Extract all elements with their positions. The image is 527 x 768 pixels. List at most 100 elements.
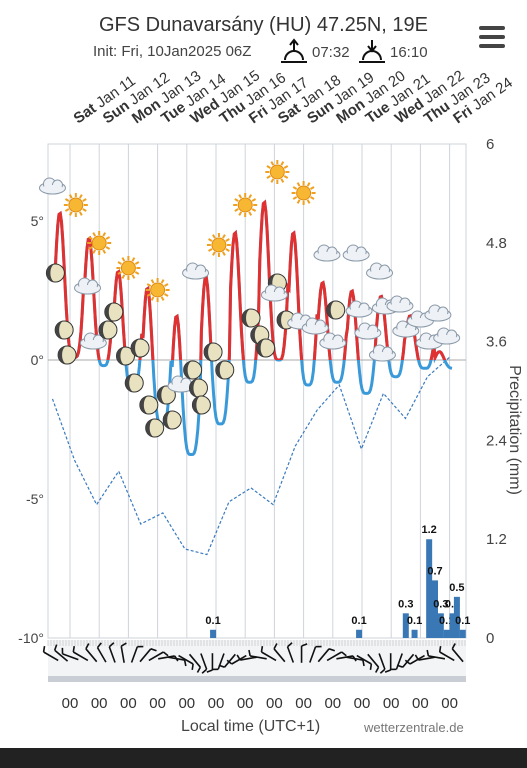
time-tick-label: 00 xyxy=(412,695,429,712)
precip-label: 1.2 xyxy=(422,524,437,536)
moon-icon xyxy=(326,300,346,320)
wind-barb xyxy=(62,653,79,661)
chart-subtitle: Init: Fri, 10Jan2025 06Z xyxy=(93,43,251,60)
wind-barb-feather xyxy=(96,642,102,649)
hamburger-menu-icon[interactable] xyxy=(479,26,505,48)
weather-icons xyxy=(38,160,461,438)
wind-barb-feather xyxy=(426,649,430,657)
cloud-icon xyxy=(79,332,107,350)
wind-barb xyxy=(158,655,175,660)
wind-strip-base xyxy=(48,676,466,682)
dew-point-line xyxy=(51,356,450,556)
time-tick-label: 00 xyxy=(120,695,137,712)
wind-barb xyxy=(96,647,107,663)
precip-label: 0.1 xyxy=(205,615,220,627)
wind-barb xyxy=(367,653,380,668)
wind-barb xyxy=(346,656,364,661)
temp-tick-label: 5° xyxy=(31,213,44,229)
wind-barb-feather xyxy=(273,643,278,650)
wind-barb-feather xyxy=(369,663,373,671)
time-tick-label: 00 xyxy=(208,695,225,712)
sun-icon xyxy=(233,193,258,217)
wind-strip xyxy=(48,640,466,680)
sun-icon xyxy=(291,181,316,205)
moon-icon xyxy=(183,360,203,380)
sun-icon xyxy=(63,193,88,217)
precip-tick-label: 6 xyxy=(486,136,494,153)
wind-barb-feather xyxy=(236,654,241,661)
precipitation-series: 0.1 0.10.30.11.20.70.30.10.30.50.1 xyxy=(205,524,470,638)
sun-icon xyxy=(87,231,112,255)
precip-bar xyxy=(356,629,363,638)
moon-icon xyxy=(57,345,77,365)
wind-barb xyxy=(178,654,194,665)
precip-label: 0.7 xyxy=(427,565,442,577)
wind-barb xyxy=(402,653,415,668)
cloud-icon xyxy=(433,327,461,345)
wind-barb xyxy=(336,655,354,660)
cloud-icon xyxy=(392,320,420,338)
time-tick-label: 00 xyxy=(266,695,283,712)
precip-bar xyxy=(453,596,460,638)
moon-icon xyxy=(54,320,74,340)
wind-barb xyxy=(139,648,152,663)
wind-barb-feather xyxy=(108,642,115,648)
wind-barb xyxy=(148,651,164,662)
wind-barb-feather xyxy=(287,642,293,648)
wind-barb xyxy=(309,646,317,663)
wind-barb xyxy=(223,653,236,668)
wind-barb xyxy=(261,651,277,662)
time-tick-label: 00 xyxy=(441,695,458,712)
wind-barb-feather xyxy=(183,659,187,667)
wind-barbs xyxy=(42,640,466,682)
moon-icon xyxy=(156,385,176,405)
wind-barb xyxy=(167,656,185,661)
moon-icon xyxy=(203,342,223,362)
cloud-icon xyxy=(74,277,102,295)
precip-bar xyxy=(459,629,466,638)
wind-barb-feather xyxy=(191,663,194,671)
cloud-icon xyxy=(182,262,210,280)
precip-bar xyxy=(443,629,450,638)
wind-barb-feather xyxy=(379,668,386,674)
wind-barb xyxy=(85,648,98,663)
wind-barb-feather xyxy=(260,645,264,653)
cloud-icon xyxy=(368,344,396,362)
precip-label: 0.1 xyxy=(407,615,422,627)
wind-barb xyxy=(240,656,257,661)
chart-grid xyxy=(47,143,467,639)
credit-link[interactable]: wetterzentrale.de xyxy=(364,720,464,735)
sunrise-time: 07:32 xyxy=(312,44,350,61)
wind-barb xyxy=(356,654,372,665)
wind-barb-feather xyxy=(362,659,365,667)
wind-barb xyxy=(286,646,295,663)
precip-tick-label: 1.2 xyxy=(486,531,507,548)
time-tick-label: 00 xyxy=(383,695,400,712)
cloud-icon xyxy=(301,317,329,335)
wind-barb-feather xyxy=(72,645,76,653)
dew-point-series xyxy=(51,356,450,556)
time-tick-label: 00 xyxy=(62,695,79,712)
wind-barb xyxy=(428,655,446,660)
wind-barb-feather xyxy=(218,664,225,668)
precip-bar xyxy=(449,613,456,638)
precip-bar xyxy=(426,539,433,638)
temperature-series xyxy=(53,199,453,456)
sun-icon xyxy=(265,160,290,184)
time-tick-label: 00 xyxy=(178,695,195,712)
precipitation-axis: 6 4.8 3.6 2.4 1.2 0 Precipitation (mm) xyxy=(486,136,523,647)
time-tick-label: 00 xyxy=(324,695,341,712)
temp-tick-label: -10° xyxy=(18,630,44,646)
precip-bar xyxy=(432,580,438,638)
wind-barb xyxy=(108,646,116,663)
moon-icon xyxy=(45,263,65,283)
wind-barb xyxy=(217,653,225,670)
wind-barb-feather xyxy=(53,644,58,651)
moon-icon xyxy=(256,338,276,358)
moon-icon xyxy=(104,302,124,322)
wind-barb-feather xyxy=(162,651,169,657)
cloud-icon xyxy=(386,295,414,313)
time-tick-label: 00 xyxy=(237,695,254,712)
precip-label: 0.5 xyxy=(449,582,464,594)
wind-barb xyxy=(317,648,330,663)
